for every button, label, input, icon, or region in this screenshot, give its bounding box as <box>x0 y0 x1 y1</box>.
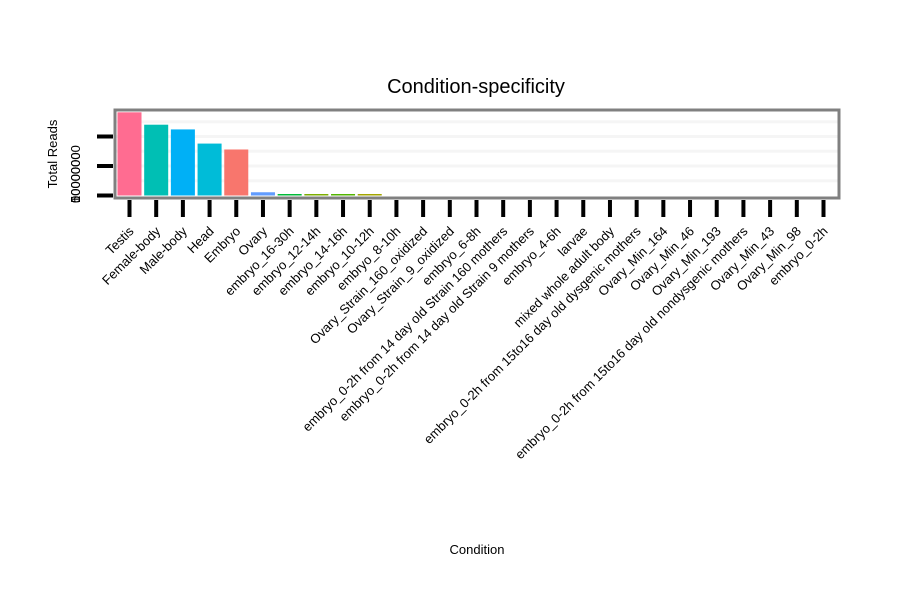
y-axis-title: Total Reads <box>45 119 60 188</box>
y-tick-label: 0 <box>68 196 83 203</box>
bar-3 <box>197 143 222 196</box>
y-tick-label: 10000000 <box>68 145 83 203</box>
bars <box>117 112 382 196</box>
panel-border <box>113 108 841 200</box>
plot-panel <box>113 108 841 200</box>
bar-6 <box>277 194 302 196</box>
bar-5 <box>250 192 275 196</box>
bar-4 <box>224 149 249 196</box>
bar-9 <box>357 194 382 196</box>
bar-8 <box>331 194 356 196</box>
chart-title: Condition-specificity <box>387 76 565 98</box>
y-tick-label: 5000000 <box>68 152 83 203</box>
bar-0 <box>117 112 142 196</box>
x-axis-title: Condition <box>450 542 505 557</box>
bar-1 <box>144 124 169 196</box>
bar-7 <box>304 194 329 196</box>
bar-2 <box>170 129 195 196</box>
